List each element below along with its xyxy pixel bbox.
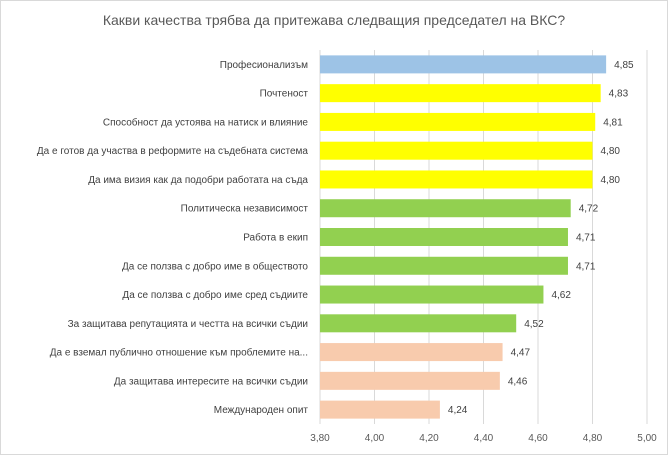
- value-label: 4,83: [609, 89, 629, 100]
- category-label: Политическа независимост: [181, 204, 309, 215]
- bar: [320, 285, 544, 304]
- x-tick-label: 4,00: [365, 433, 385, 444]
- value-label: 4,46: [508, 376, 528, 387]
- value-label: 4,62: [551, 290, 571, 301]
- bar: [320, 199, 571, 218]
- category-label: Международен опит: [214, 405, 309, 416]
- category-label: Да има визия как да подобри работата на …: [88, 174, 308, 186]
- chart-title: Какви качества трябва да притежава следв…: [102, 12, 566, 28]
- bar: [320, 400, 440, 419]
- category-label: Да е готов да участва в реформите на съд…: [37, 145, 309, 157]
- x-tick-label: 4,60: [528, 433, 548, 444]
- value-label: 4,47: [511, 348, 531, 359]
- bar: [320, 170, 593, 189]
- bar: [320, 228, 568, 246]
- category-label: Способност да устоява на натиск и влияни…: [103, 116, 309, 128]
- category-label: За защитава репутацията и честта на всич…: [68, 319, 308, 330]
- bar: [320, 112, 596, 131]
- value-label: 4,81: [603, 117, 623, 128]
- category-label: Почтеност: [260, 89, 309, 100]
- value-label: 4,71: [576, 261, 596, 272]
- x-tick-label: 3,80: [310, 433, 330, 444]
- category-label: Професионализъм: [220, 59, 308, 71]
- value-label: 4,80: [601, 146, 621, 157]
- category-label: Да се ползва с добро име сред съдиите: [122, 289, 308, 301]
- category-label: Да защитава интересите на всички съдии: [114, 376, 308, 387]
- x-tick-label: 4,80: [583, 433, 603, 444]
- x-tick-label: 5,00: [637, 433, 657, 444]
- x-tick-label: 4,40: [474, 433, 494, 444]
- value-label: 4,72: [579, 204, 599, 215]
- bar: [320, 371, 500, 390]
- bar: [320, 141, 593, 160]
- bar: [320, 84, 601, 103]
- value-label: 4,52: [524, 319, 544, 330]
- bar: [320, 343, 503, 362]
- bar: [320, 55, 607, 74]
- bar: [320, 256, 568, 275]
- value-label: 4,80: [601, 175, 621, 186]
- x-tick-label: 4,20: [419, 433, 439, 444]
- category-label: Да се ползва с добро име в обществото: [122, 260, 308, 272]
- category-label: Да е вземал публично отношение към пробл…: [50, 347, 308, 359]
- bar: [320, 314, 517, 333]
- value-label: 4,24: [448, 405, 468, 416]
- value-label: 4,71: [576, 233, 596, 244]
- value-label: 4,85: [614, 60, 634, 71]
- category-label: Работа в екип: [243, 232, 308, 244]
